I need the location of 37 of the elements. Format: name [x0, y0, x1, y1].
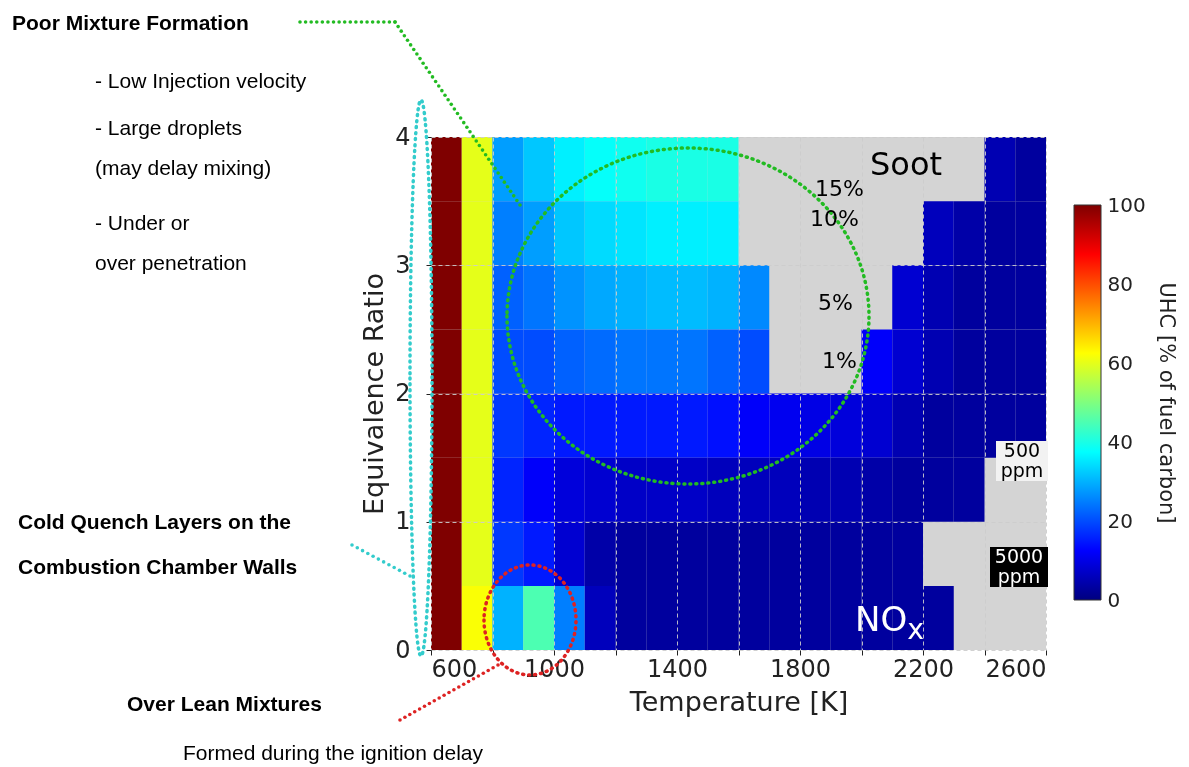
color-bar-label: 80 [1107, 271, 1133, 296]
x-tick-label: 1800 [769, 654, 832, 683]
color-bar-label: 60 [1107, 350, 1133, 375]
text: (may delay mixing) [95, 156, 272, 179]
color-bar-label: 40 [1107, 429, 1133, 454]
text: - Under or [95, 211, 190, 234]
annotation: 5000 ppm [990, 545, 1048, 587]
color-bar-label: 0 [1107, 587, 1121, 612]
y-tick-label: 0 [395, 635, 411, 664]
annotation: NO$_{x}$ [855, 599, 924, 646]
annotation: 10% [810, 206, 859, 231]
text: Cold Quench Layers on the [18, 510, 292, 533]
text: - Large droplets [95, 116, 243, 139]
text: Poor Mixture Formation [12, 11, 249, 34]
text: - Low Injection velocity [95, 69, 307, 92]
annotation: 1% [822, 348, 857, 373]
y-tick-label: 4 [395, 122, 411, 151]
annotation: 5% [818, 290, 853, 315]
y-axis-title: Equivalence Ratio [358, 273, 390, 515]
annotation: 15% [815, 176, 864, 201]
color-bar-title: UHC [% of fuel carbon] [1154, 282, 1179, 524]
color-bar-label: 100 [1107, 192, 1146, 217]
x-tick-label: 1400 [646, 654, 709, 683]
x-tick-label: 2600 [985, 654, 1047, 683]
text: Combustion Chamber Walls [18, 555, 298, 578]
annotation: Soot [870, 145, 943, 183]
color-bar-label: 20 [1107, 508, 1133, 533]
text: Over Lean Mixtures [127, 692, 322, 715]
text: Formed during the ignition delay [183, 741, 484, 764]
x-tick-label: 2200 [892, 654, 955, 683]
text: over penetration [95, 251, 247, 274]
x-tick-label: 600 [431, 654, 478, 683]
annotation: 500 ppm [996, 439, 1048, 481]
y-tick-label: 1 [395, 507, 411, 536]
x-axis-title: Temperature [K] [628, 685, 849, 717]
y-tick-label: 2 [395, 379, 411, 407]
y-tick-label: 3 [395, 250, 411, 279]
